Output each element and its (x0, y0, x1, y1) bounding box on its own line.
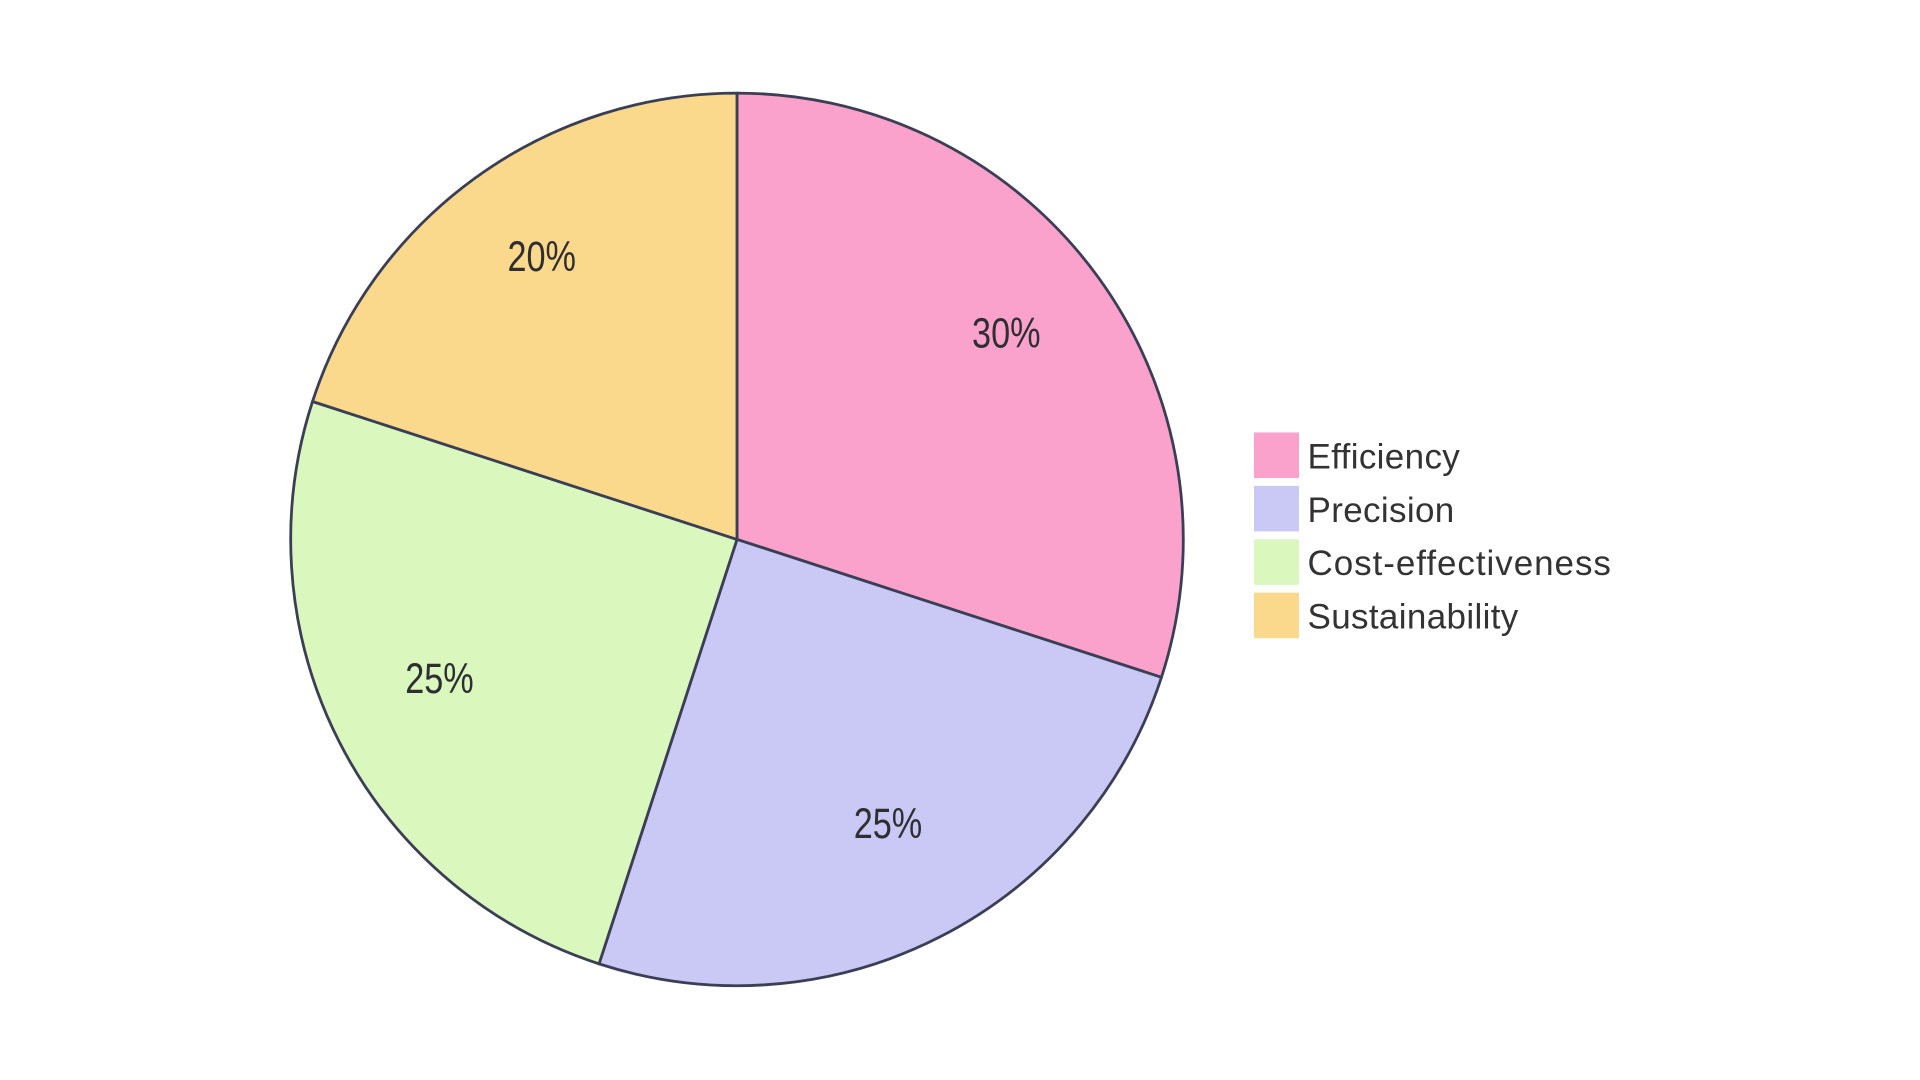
svg-text:Efficiency: Efficiency (1308, 437, 1461, 476)
svg-text:25%: 25% (854, 800, 923, 848)
svg-text:30%: 30% (972, 310, 1041, 358)
svg-text:20%: 20% (507, 233, 576, 281)
svg-text:Precision: Precision (1308, 491, 1455, 530)
svg-text:Sustainability: Sustainability (1308, 598, 1519, 637)
svg-text:Cost-effectiveness: Cost-effectiveness (1308, 544, 1612, 583)
svg-text:25%: 25% (405, 655, 474, 703)
